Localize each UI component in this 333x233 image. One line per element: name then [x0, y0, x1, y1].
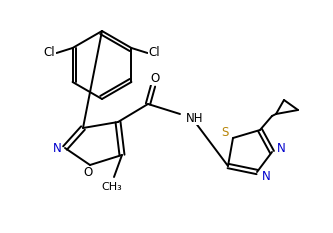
Text: O: O — [151, 72, 160, 85]
Text: CH₃: CH₃ — [102, 182, 122, 192]
Text: Cl: Cl — [149, 47, 160, 59]
Text: N: N — [277, 141, 285, 154]
Text: N: N — [262, 169, 270, 182]
Text: Cl: Cl — [44, 47, 55, 59]
Text: S: S — [221, 127, 229, 140]
Text: O: O — [83, 167, 93, 179]
Text: N: N — [53, 141, 61, 154]
Text: NH: NH — [186, 112, 203, 124]
